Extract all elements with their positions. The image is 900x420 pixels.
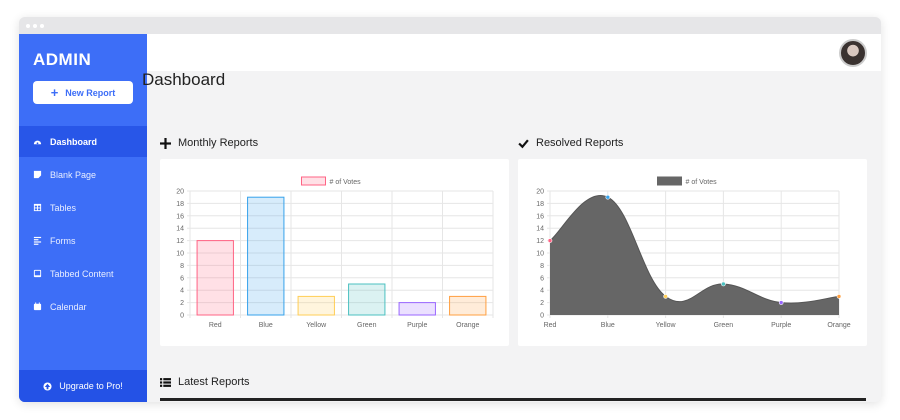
- bar: [348, 283, 386, 316]
- sidebar-item-label: Dashboard: [50, 136, 98, 147]
- sidebar-item-label: Blank Page: [50, 169, 97, 180]
- data-point: [836, 294, 842, 299]
- data-point: [778, 300, 784, 305]
- y-tick-label: 4: [180, 288, 184, 295]
- y-tick-label: 4: [540, 288, 544, 295]
- align-left-icon: [33, 236, 42, 245]
- check-icon: [518, 138, 529, 148]
- y-tick-label: 12: [536, 238, 544, 245]
- sidebar-item-tables[interactable]: Tables: [19, 192, 147, 223]
- y-tick-label: 8: [180, 263, 184, 270]
- resolved-reports-heading: Resolved Reports: [518, 137, 623, 149]
- sidebar-item-calendar[interactable]: Calendar: [19, 291, 147, 322]
- y-tick-label: 20: [536, 189, 544, 196]
- data-point: [663, 294, 668, 299]
- data-point: [605, 194, 611, 200]
- y-tick-label: 12: [176, 238, 184, 245]
- y-tick-label: 18: [536, 201, 544, 208]
- x-tick-label: Green: [357, 322, 377, 329]
- y-tick-label: 0: [540, 313, 544, 320]
- brand-title: ADMIN: [33, 50, 92, 69]
- sidebar: ADMIN + New Report Dashboard Blank Page …: [19, 34, 147, 402]
- bar: [297, 295, 335, 316]
- bar: [398, 302, 436, 316]
- gauge-icon: [33, 140, 42, 145]
- page-title: Dashboard: [142, 70, 226, 89]
- sidebar-item-label: Calendar: [50, 301, 87, 312]
- new-report-button[interactable]: + New Report: [33, 81, 133, 104]
- window-dot-icon: [40, 24, 44, 28]
- legend-label: # of Votes: [686, 179, 718, 186]
- bar: [196, 240, 234, 316]
- resolved-reports-title: Resolved Reports: [536, 137, 624, 149]
- legend-swatch: [301, 176, 326, 186]
- window-titlebar: [19, 17, 881, 34]
- y-tick-label: 0: [180, 313, 184, 320]
- y-tick-label: 2: [540, 300, 544, 307]
- avatar[interactable]: [839, 39, 867, 67]
- topbar: [147, 34, 881, 71]
- new-report-label: New Report: [65, 87, 116, 98]
- y-tick-label: 16: [536, 213, 544, 220]
- monthly-reports-card: # of Votes 0 2 4 6 8 10 12 14 16 18 20 Red Blue Yellow…: [160, 159, 509, 346]
- y-tick-label: 8: [540, 263, 544, 270]
- y-tick-label: 6: [540, 275, 544, 282]
- table-icon: [33, 203, 42, 212]
- y-tick-label: 14: [536, 226, 544, 233]
- y-tick-label: 2: [180, 300, 184, 307]
- upgrade-button[interactable]: Upgrade to Pro!: [19, 370, 147, 402]
- resolved-reports-card: # of Votes 0 2 4 6 8 10 12 14 16 18 20 Red Blue Yellow…: [518, 159, 867, 346]
- sidebar-item-dashboard[interactable]: Dashboard: [19, 126, 147, 157]
- sidebar-item-label: Forms: [50, 235, 76, 246]
- y-tick-label: 16: [176, 213, 184, 220]
- x-tick-label: Orange: [827, 322, 850, 329]
- y-tick-label: 10: [536, 251, 544, 258]
- x-tick-label: Yellow: [306, 322, 327, 329]
- sidebar-item-forms[interactable]: Forms: [19, 225, 147, 256]
- latest-reports-heading: Latest Reports: [160, 376, 250, 388]
- list-icon: [160, 377, 171, 387]
- resolved-area-chart: # of Votes 0 2 4 6 8 10 12 14 16 18 20 Red Blue Yellow…: [536, 176, 851, 329]
- legend-swatch: [657, 176, 682, 186]
- arrow-circle-up-icon: [43, 381, 52, 391]
- x-tick-label: Purple: [407, 322, 427, 329]
- x-tick-label: Red: [544, 322, 557, 329]
- monthly-bar-chart: # of Votes 0 2 4 6 8 10 12 14 16 18 20 Red Blue Yellow…: [176, 176, 494, 329]
- upgrade-label: Upgrade to Pro!: [59, 381, 123, 391]
- plus-icon: [160, 137, 171, 149]
- plus-icon: +: [50, 85, 59, 100]
- monthly-reports-title: Monthly Reports: [178, 137, 259, 149]
- y-tick-label: 14: [176, 226, 184, 233]
- x-tick-label: Purple: [771, 322, 791, 329]
- legend-label: # of Votes: [330, 179, 362, 186]
- y-tick-label: 6: [180, 275, 184, 282]
- area-fill: [550, 195, 839, 315]
- sidebar-item-blank-page[interactable]: Blank Page: [19, 159, 147, 190]
- window-dot-icon: [26, 24, 30, 28]
- data-point: [721, 281, 726, 287]
- sidebar-item-label: Tables: [50, 202, 77, 213]
- data-point: [547, 238, 553, 243]
- x-tick-label: Blue: [259, 322, 273, 329]
- sidebar-item-tabbed-content[interactable]: Tabbed Content: [19, 258, 147, 289]
- sticky-note-icon: [33, 170, 42, 179]
- bar: [449, 295, 487, 316]
- y-tick-label: 10: [176, 251, 184, 258]
- bar: [247, 196, 285, 316]
- x-tick-label: Orange: [456, 322, 479, 329]
- x-tick-label: Red: [209, 322, 222, 329]
- latest-reports-title: Latest Reports: [178, 376, 250, 388]
- calendar-icon: [33, 302, 42, 311]
- x-tick-label: Yellow: [656, 322, 677, 329]
- sidebar-item-label: Tabbed Content: [50, 268, 114, 279]
- y-tick-label: 18: [176, 201, 184, 208]
- y-tick-label: 20: [176, 189, 184, 196]
- tablet-icon: [33, 269, 42, 278]
- x-tick-label: Green: [714, 322, 734, 329]
- latest-reports-table-header: [160, 398, 866, 401]
- x-tick-label: Blue: [601, 322, 615, 329]
- window-dot-icon: [33, 24, 37, 28]
- monthly-reports-heading: Monthly Reports: [160, 137, 258, 149]
